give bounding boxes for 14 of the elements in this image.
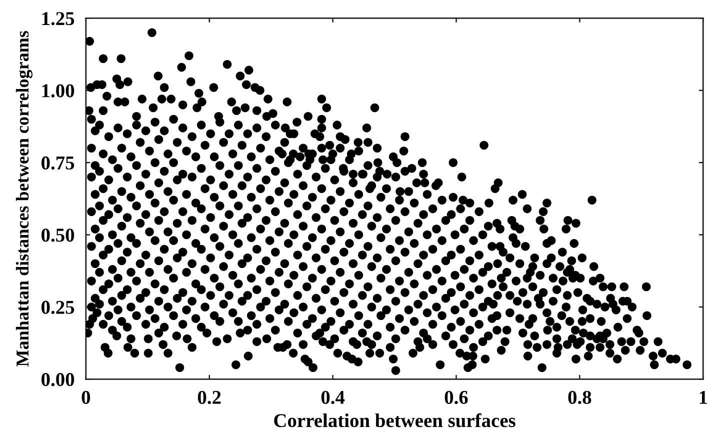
x-tick-label: 0.8	[568, 390, 592, 404]
y-axis-title: Manhattan distances between correlograms	[16, 31, 32, 366]
y-tick-label: 0.50	[42, 228, 74, 242]
y-tick-label: 0.25	[42, 300, 74, 314]
y-tick-label: 0.75	[42, 156, 74, 170]
x-tick-label: 0.4	[321, 390, 345, 404]
x-tick-label: 1	[700, 390, 707, 404]
y-tick-label: 0.00	[42, 372, 74, 386]
x-tick-label: 0.6	[444, 390, 468, 404]
x-axis-title: Correlation between surfaces	[274, 413, 516, 428]
x-tick-label: 0.2	[198, 390, 221, 404]
y-tick-label: 1.00	[42, 84, 74, 98]
y-tick-label: 1.25	[42, 12, 74, 26]
x-tick-label: 0	[82, 390, 90, 404]
